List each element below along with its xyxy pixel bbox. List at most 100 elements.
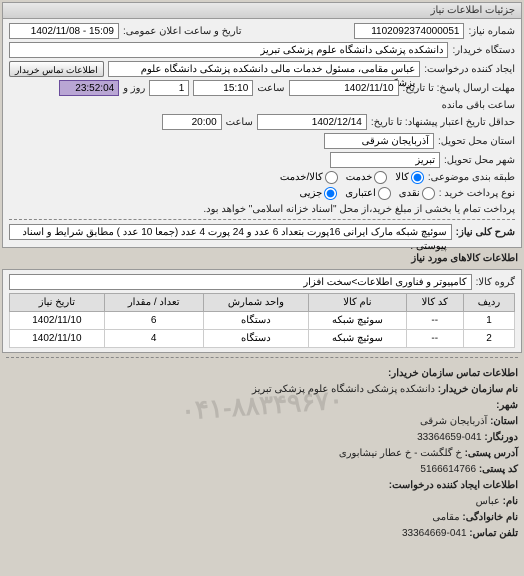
contact-title: اطلاعات تماس سازمان خریدار: <box>388 368 518 379</box>
desc-field: سوئیچ شبکه مارک ایرانی 16پورت بتعداد 6 ع… <box>9 224 452 240</box>
contact-name: عباس <box>476 496 500 507</box>
contact-province-label: استان: <box>490 416 518 427</box>
separator <box>9 219 515 220</box>
col-unit: واحد شمارش <box>203 294 309 312</box>
contact-org: دانشکده پزشکی دانشگاه علوم پزشکی تبریز <box>252 384 435 395</box>
creator-title: اطلاعات ایجاد کننده درخواست: <box>389 480 518 491</box>
col-row: ردیف <box>463 294 514 312</box>
city-field: تبریز <box>330 152 440 168</box>
payment-partial-label: جزیی <box>299 188 322 199</box>
contact-province: آذربایجان شرقی <box>420 416 487 427</box>
buyer-field: دانشکده پزشکی دانشگاه علوم پزشکی تبریز <box>9 42 448 58</box>
goods-table: ردیف کد کالا نام کالا واحد شمارش تعداد /… <box>9 293 515 348</box>
col-qty: تعداد / مقدار <box>104 294 203 312</box>
contact-tel-label: تلفن تماس: <box>469 528 518 539</box>
desc-label: شرح کلی نیاز: <box>456 227 515 238</box>
cell-unit: دستگاه <box>203 312 309 330</box>
city-label: شهر محل تحویل: <box>444 155 515 166</box>
contact-fax-label: دورنگار: <box>484 432 518 443</box>
contact-family: مقامی <box>432 512 459 523</box>
buyer-label: دستگاه خریدار: <box>452 45 515 56</box>
category-both-radio[interactable] <box>325 171 338 184</box>
category-goods-radio[interactable] <box>411 171 424 184</box>
cell-code: -- <box>406 330 463 348</box>
table-row[interactable]: 2 -- سوئیچ شبکه دستگاه 4 1402/11/10 <box>10 330 515 348</box>
days-remaining-field: 1 <box>149 80 189 96</box>
days-remaining-label: روز و <box>123 83 145 94</box>
payment-cash-option[interactable]: نقدی <box>399 187 435 200</box>
goods-group-field: کامپیوتر و فناوری اطلاعات>سخت افزار <box>9 274 472 290</box>
goods-section-title: اطلاعات کالاهای مورد نیاز <box>0 250 524 267</box>
cell-name: سوئیچ شبکه <box>309 312 406 330</box>
panel-need-details: جزئیات اطلاعات نیاز شماره نیاز: 11020923… <box>2 2 522 248</box>
validity-time-field: 20:00 <box>162 114 222 130</box>
payment-partial-radio[interactable] <box>324 187 337 200</box>
contact-info-block: اطلاعات تماس سازمان خریدار: نام سازمان خ… <box>0 362 524 546</box>
payment-radio-group: نقدی اعتباری جزیی <box>299 187 434 200</box>
table-row[interactable]: 1 -- سوئیچ شبکه دستگاه 6 1402/11/10 <box>10 312 515 330</box>
contact-fax: 041-33364659 <box>417 432 482 443</box>
requester-field: عباس مقامی، مسئول خدمات مالی دانشکده پزش… <box>108 61 421 77</box>
validity-date-field: 1402/12/14 <box>257 114 367 130</box>
category-goods-label: کالا <box>395 172 409 183</box>
payment-credit-label: اعتباری <box>345 188 375 199</box>
province-field: آذربایجان شرقی <box>324 133 434 149</box>
contact-tel: 041-33364669 <box>402 528 467 539</box>
buyer-contact-button[interactable]: اطلاعات تماس خریدار <box>9 61 104 77</box>
payment-note: پرداخت تمام یا بخشی از مبلغ خرید،از محل … <box>203 204 515 215</box>
time-remaining-label: ساعت باقی مانده <box>442 100 515 111</box>
payment-label: نوع پرداخت خرید : <box>439 188 515 199</box>
category-service-option[interactable]: خدمت <box>346 171 388 184</box>
contact-postal-addr-label: آدرس پستی: <box>465 448 518 459</box>
separator <box>6 357 518 358</box>
panel-goods: گروه کالا: کامپیوتر و فناوری اطلاعات>سخت… <box>2 269 522 353</box>
col-name: نام کالا <box>309 294 406 312</box>
need-no-label: شماره نیاز: <box>468 26 515 37</box>
cell-date: 1402/11/10 <box>10 330 105 348</box>
contact-postal-addr: خ گلگشت - خ عطار نیشابوری <box>339 448 462 459</box>
cell-row: 2 <box>463 330 514 348</box>
category-both-option[interactable]: کالا/خدمت <box>280 171 338 184</box>
category-service-radio[interactable] <box>374 171 387 184</box>
validity-time-label: ساعت <box>226 117 253 128</box>
deadline-date-field: 1402/11/10 <box>289 80 399 96</box>
panel-need-details-header: جزئیات اطلاعات نیاز <box>3 3 521 19</box>
cell-unit: دستگاه <box>203 330 309 348</box>
cell-row: 1 <box>463 312 514 330</box>
deadline-time-field: 15:10 <box>193 80 253 96</box>
cell-date: 1402/11/10 <box>10 312 105 330</box>
payment-credit-radio[interactable] <box>378 187 391 200</box>
payment-cash-label: نقدی <box>399 188 420 199</box>
col-code: کد کالا <box>406 294 463 312</box>
deadline-label: مهلت ارسال پاسخ: تا تاریخ: <box>403 83 515 94</box>
panel-need-details-body: شماره نیاز: 1102092374000051 تاریخ و ساع… <box>3 19 521 247</box>
category-label: طبقه بندی موضوعی: <box>428 172 515 183</box>
goods-table-header-row: ردیف کد کالا نام کالا واحد شمارش تعداد /… <box>10 294 515 312</box>
validity-label: حداقل تاریخ اعتبار پیشنهاد: تا تاریخ: <box>371 117 515 128</box>
pub-datetime-label: تاریخ و ساعت اعلان عمومی: <box>123 26 242 37</box>
contact-postal-code-label: کد پستی: <box>479 464 518 475</box>
category-both-label: کالا/خدمت <box>280 172 323 183</box>
contact-city-label: شهر: <box>496 400 518 411</box>
province-label: استان محل تحویل: <box>438 136 515 147</box>
cell-name: سوئیچ شبکه <box>309 330 406 348</box>
payment-credit-option[interactable]: اعتباری <box>345 187 390 200</box>
col-date: تاریخ نیاز <box>10 294 105 312</box>
time-remaining-field: 23:52:04 <box>59 80 119 96</box>
contact-family-label: نام خانوادگی: <box>462 512 518 523</box>
goods-group-label: گروه کالا: <box>476 277 515 288</box>
cell-code: -- <box>406 312 463 330</box>
contact-postal-code: 5166614766 <box>420 464 476 475</box>
category-goods-option[interactable]: کالا <box>395 171 424 184</box>
cell-qty: 6 <box>104 312 203 330</box>
contact-name-label: نام: <box>503 496 518 507</box>
cell-qty: 4 <box>104 330 203 348</box>
requester-label: ایجاد کننده درخواست: <box>424 64 515 75</box>
contact-org-label: نام سازمان خریدار: <box>438 384 518 395</box>
deadline-time-label: ساعت <box>257 83 284 94</box>
category-radio-group: کالا خدمت کالا/خدمت <box>280 171 424 184</box>
need-no-field: 1102092374000051 <box>354 23 464 39</box>
payment-partial-option[interactable]: جزیی <box>299 187 337 200</box>
pub-datetime-field: 15:09 - 1402/11/08 <box>9 23 119 39</box>
payment-cash-radio[interactable] <box>422 187 435 200</box>
